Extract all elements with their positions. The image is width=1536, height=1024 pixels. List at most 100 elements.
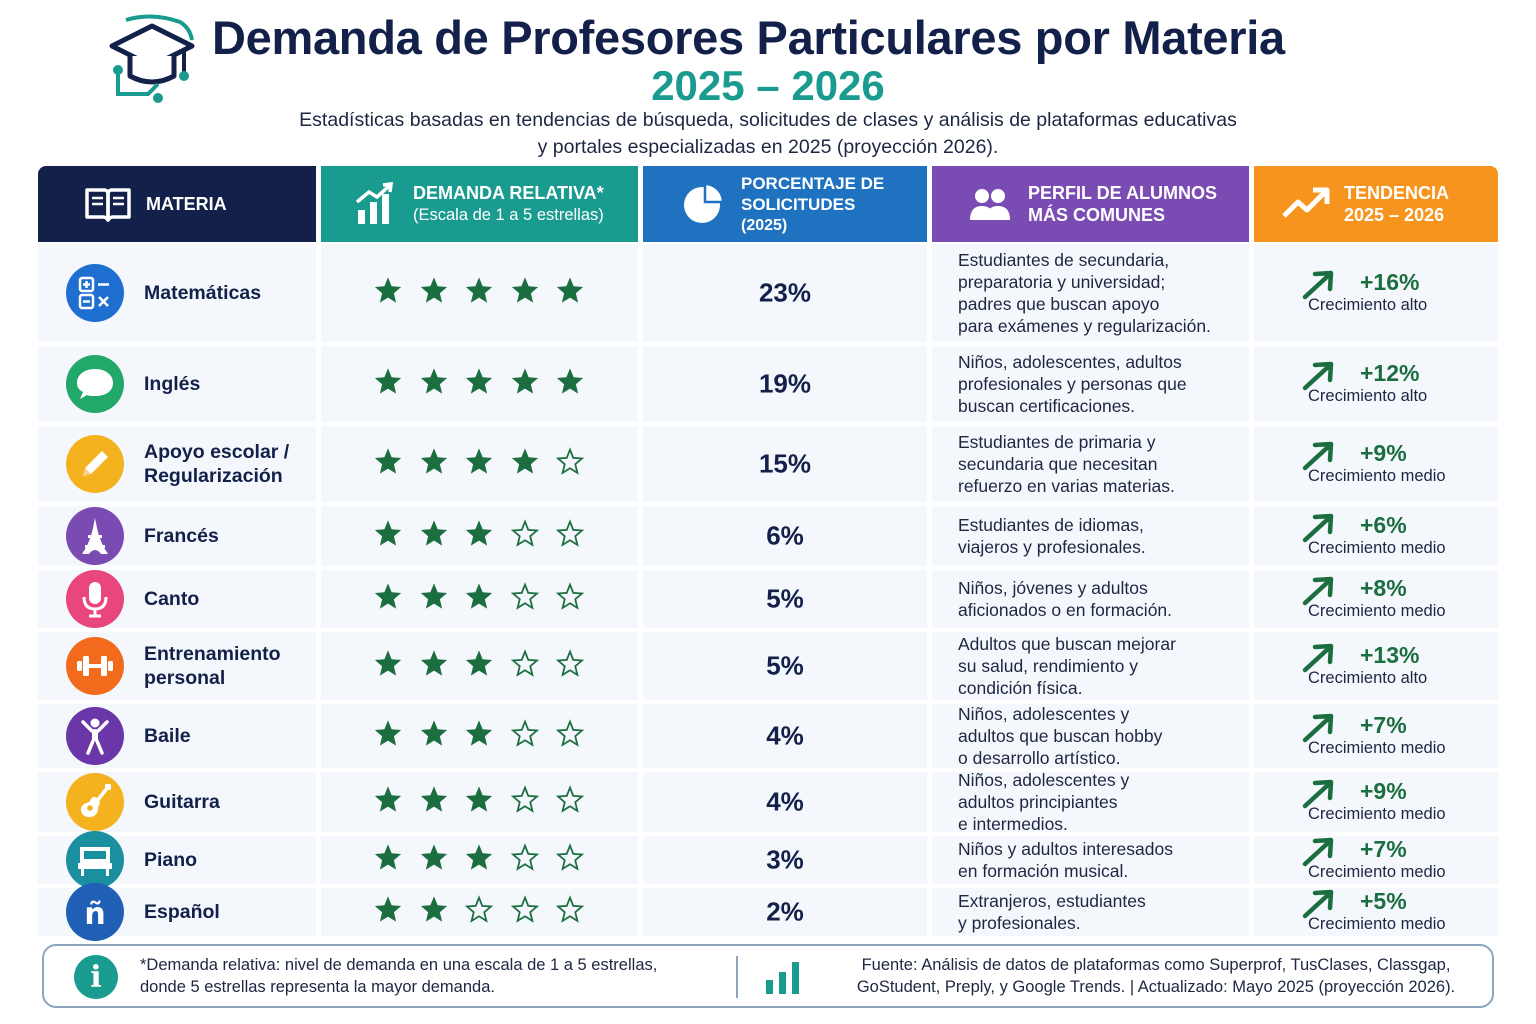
profile-line: para exámenes y regularización.	[958, 316, 1211, 336]
star-rating	[373, 519, 601, 554]
subject-name-line: Baile	[144, 725, 191, 747]
math-icon	[66, 264, 124, 322]
star-filled-icon	[419, 519, 465, 554]
footnote-line: *Demanda relativa: nivel de demanda en u…	[140, 956, 658, 974]
footnote-line: donde 5 estrellas representa la mayor de…	[140, 978, 495, 996]
star-filled-icon	[373, 895, 419, 930]
bar-chart-growth-icon	[349, 178, 401, 230]
star-filled-icon	[419, 843, 465, 878]
table-row: Baile 4% Niños, adolescentes y adultos qu…	[38, 704, 1498, 768]
trend-label: Crecimiento alto	[1308, 669, 1428, 687]
page-years: 2025 – 2026	[651, 62, 885, 109]
trend-label: Crecimiento medio	[1308, 602, 1446, 620]
request-percentage: 15%	[758, 448, 812, 479]
trend-value: +8%	[1360, 575, 1407, 601]
table-row: Guitarra 4% Niños, adolescentes y adultos…	[38, 770, 1498, 834]
star-empty-icon	[510, 843, 556, 878]
column-header-perfil: PERFIL DE ALUMNOS MÁS COMUNES	[932, 166, 1249, 242]
subject-name: Inglés	[144, 372, 200, 396]
star-filled-icon	[419, 719, 465, 754]
trend-label: Crecimiento medio	[1308, 915, 1446, 933]
pie-chart-icon	[677, 178, 729, 230]
star-rating	[373, 785, 601, 820]
dancer-icon	[66, 707, 124, 765]
star-filled-icon	[555, 367, 601, 402]
trend-label: Crecimiento medio	[1308, 739, 1446, 757]
star-empty-icon	[555, 785, 601, 820]
star-rating	[373, 649, 601, 684]
trend-up-icon	[1280, 178, 1332, 230]
trend-cell: +9% Crecimiento medio	[1254, 772, 1498, 832]
demand-cell	[321, 888, 638, 936]
subject-name-line: Español	[144, 901, 220, 923]
column-title: PORCENTAJE DE SOLICITUDES (2025)	[741, 173, 884, 236]
trend-value: +7%	[1360, 712, 1407, 738]
star-filled-icon	[373, 785, 419, 820]
subject-name: Entrenamiento personal	[144, 642, 281, 690]
star-rating	[373, 843, 601, 878]
page-title: Demanda de Profesores Particulares por M…	[212, 11, 1285, 64]
trend: +9% Crecimiento medio	[1302, 779, 1492, 825]
student-profile: Niños, jóvenes y adultos aficionados o en…	[958, 577, 1241, 621]
trend-arrow-icon	[1302, 837, 1334, 867]
star-filled-icon	[464, 582, 510, 617]
trend-arrow-icon	[1302, 576, 1334, 606]
subject-cell: Francés	[38, 506, 316, 566]
star-filled-icon	[373, 843, 419, 878]
source-text: Fuente: Análisis de datos de plataformas…	[826, 954, 1486, 998]
request-percentage: 5%	[766, 650, 804, 681]
trend-value: +13%	[1360, 642, 1420, 668]
profile-cell: Niños, jóvenes y adultos aficionados o en…	[932, 570, 1249, 628]
percent-cell: 5%	[643, 632, 927, 700]
column-title-main: MÁS COMUNES	[1028, 205, 1166, 225]
profile-line: adultos principiantes	[958, 792, 1118, 812]
percent-cell: 4%	[643, 772, 927, 832]
subject-name: Baile	[144, 724, 191, 748]
star-filled-icon	[419, 895, 465, 930]
trend: +16% Crecimiento alto	[1302, 270, 1492, 316]
star-filled-icon	[419, 649, 465, 684]
star-filled-icon	[464, 519, 510, 554]
profile-cell: Adultos que buscan mejorar su salud, rend…	[932, 632, 1249, 700]
trend-label: Crecimiento alto	[1308, 387, 1428, 405]
profile-line: adultos que buscan hobby	[958, 726, 1163, 746]
subject-name-line: Regularización	[144, 465, 283, 487]
subject-cell: ñ Español	[38, 883, 316, 941]
star-empty-icon	[555, 895, 601, 930]
star-filled-icon	[373, 719, 419, 754]
request-percentage: 3%	[766, 844, 804, 875]
trend-arrow-icon	[1302, 889, 1334, 919]
subject-cell: Entrenamiento personal	[38, 632, 316, 700]
trend: +5% Crecimiento medio	[1302, 889, 1492, 935]
star-filled-icon	[464, 649, 510, 684]
column-title-main: PERFIL DE ALUMNOS	[1028, 183, 1218, 203]
star-filled-icon	[373, 519, 419, 554]
profile-cell: Estudiantes de primaria y secundaria que …	[932, 426, 1249, 502]
star-empty-icon	[555, 519, 601, 554]
request-percentage: 4%	[766, 786, 804, 817]
table-row: ñ Español 2% Extranjeros, estudiantes y p…	[38, 883, 1498, 941]
subject-name-line: Canto	[144, 588, 200, 610]
trend-arrow-icon	[1302, 713, 1334, 743]
subject-name-line: Entrenamiento	[144, 643, 281, 665]
column-header-tendencia: TENDENCIA 2025 – 2026	[1254, 166, 1498, 242]
trend-value: +12%	[1360, 360, 1420, 386]
trend: +13% Crecimiento alto	[1302, 643, 1492, 689]
star-empty-icon	[510, 582, 556, 617]
trend-label: Crecimiento medio	[1308, 863, 1446, 881]
table-row: Apoyo escolar / Regularización 15% Estudi…	[38, 426, 1498, 502]
pencil-icon	[66, 435, 124, 493]
star-filled-icon	[419, 276, 465, 311]
trend: +6% Crecimiento medio	[1302, 513, 1492, 559]
footer-note-box: i *Demanda relativa: nivel de demanda en…	[42, 944, 1494, 1008]
request-percentage: 4%	[766, 720, 804, 751]
trend-value: +6%	[1360, 512, 1407, 538]
trend: +7% Crecimiento medio	[1302, 713, 1492, 759]
star-rating	[373, 276, 601, 311]
profile-line: Estudiantes de primaria y	[958, 432, 1156, 452]
subject-cell: Matemáticas	[38, 244, 316, 342]
demand-cell	[321, 570, 638, 628]
profile-cell: Extranjeros, estudiantes y profesionales.	[932, 888, 1249, 936]
trend-cell: +7% Crecimiento medio	[1254, 704, 1498, 768]
table-row: Inglés 19% Niños, adolescentes, adultos p…	[38, 346, 1498, 422]
